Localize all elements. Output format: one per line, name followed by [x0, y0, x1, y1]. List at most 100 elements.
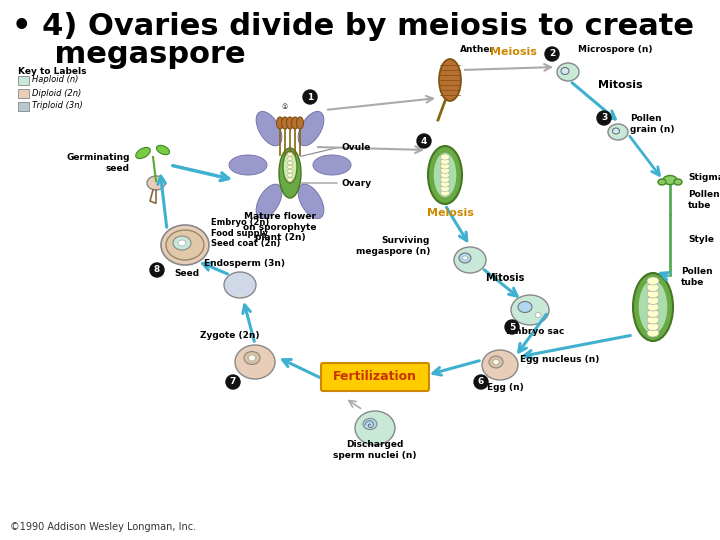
Text: ①: ① [282, 104, 288, 110]
Ellipse shape [608, 124, 628, 140]
FancyBboxPatch shape [18, 76, 29, 85]
Text: Egg (n): Egg (n) [487, 382, 523, 392]
Text: Style: Style [688, 235, 714, 245]
Text: Pollen
tube: Pollen tube [681, 267, 713, 287]
Text: 3: 3 [601, 113, 607, 123]
Ellipse shape [647, 322, 659, 330]
Ellipse shape [287, 117, 294, 129]
Text: Stigma: Stigma [688, 172, 720, 181]
Text: 4: 4 [420, 137, 427, 145]
Ellipse shape [298, 184, 324, 219]
Ellipse shape [428, 146, 462, 204]
Text: Egg nucleus (n): Egg nucleus (n) [520, 355, 599, 364]
Ellipse shape [178, 240, 186, 246]
Text: Germinating
seed: Germinating seed [66, 153, 130, 173]
FancyBboxPatch shape [18, 89, 29, 98]
Circle shape [505, 320, 519, 334]
Ellipse shape [297, 117, 304, 129]
Text: Endosperm (3n): Endosperm (3n) [204, 259, 286, 267]
Text: Pollen
tube: Pollen tube [688, 190, 719, 210]
Ellipse shape [173, 236, 191, 250]
Text: Anther: Anther [460, 45, 495, 55]
Ellipse shape [441, 190, 449, 196]
Ellipse shape [166, 230, 204, 260]
Ellipse shape [647, 329, 659, 337]
Ellipse shape [161, 225, 209, 265]
Ellipse shape [287, 178, 292, 181]
Ellipse shape [647, 290, 659, 298]
Ellipse shape [292, 117, 299, 129]
Text: Mitosis: Mitosis [485, 273, 525, 283]
Text: Mitosis: Mitosis [598, 80, 642, 90]
Ellipse shape [229, 155, 267, 175]
Text: Haploid (n): Haploid (n) [32, 76, 78, 84]
Ellipse shape [224, 272, 256, 298]
Text: 8: 8 [154, 266, 160, 274]
Ellipse shape [441, 181, 449, 187]
Ellipse shape [287, 157, 292, 160]
Text: 7: 7 [230, 377, 236, 387]
Text: Diploid (2n): Diploid (2n) [32, 89, 81, 98]
Ellipse shape [511, 295, 549, 325]
Circle shape [545, 47, 559, 61]
Ellipse shape [493, 360, 499, 365]
Text: Key to Labels: Key to Labels [18, 67, 86, 76]
Ellipse shape [462, 256, 467, 260]
Ellipse shape [674, 179, 682, 185]
Ellipse shape [638, 280, 668, 334]
Text: Meiosis: Meiosis [490, 47, 536, 57]
Ellipse shape [433, 152, 457, 198]
Ellipse shape [256, 111, 282, 146]
Ellipse shape [287, 161, 292, 165]
Text: Seed: Seed [174, 268, 199, 278]
Ellipse shape [633, 273, 673, 341]
Ellipse shape [454, 247, 486, 273]
Text: Microspore (n): Microspore (n) [578, 45, 652, 55]
Ellipse shape [647, 316, 659, 324]
Ellipse shape [287, 153, 292, 156]
Circle shape [417, 134, 431, 148]
Ellipse shape [441, 167, 449, 173]
Text: Embryo (2n)
Food supply
Seed coat (2n): Embryo (2n) Food supply Seed coat (2n) [211, 218, 280, 248]
Ellipse shape [156, 145, 170, 154]
Text: 6: 6 [478, 377, 484, 387]
FancyBboxPatch shape [18, 102, 29, 111]
Circle shape [597, 111, 611, 125]
Text: Pollen
grain (n): Pollen grain (n) [630, 114, 675, 134]
Ellipse shape [441, 154, 449, 160]
Circle shape [150, 263, 164, 277]
Ellipse shape [647, 303, 659, 311]
Ellipse shape [287, 174, 292, 177]
Ellipse shape [282, 117, 289, 129]
Ellipse shape [363, 418, 377, 429]
Ellipse shape [441, 163, 449, 169]
Ellipse shape [535, 313, 541, 318]
Text: Discharged
sperm nuclei (n): Discharged sperm nuclei (n) [333, 440, 417, 460]
Text: 5: 5 [509, 322, 515, 332]
Ellipse shape [276, 117, 284, 129]
Ellipse shape [647, 296, 659, 305]
Text: Ovule: Ovule [342, 143, 372, 152]
Ellipse shape [647, 277, 659, 285]
Ellipse shape [441, 177, 449, 183]
Ellipse shape [647, 284, 659, 292]
Circle shape [303, 90, 317, 104]
Text: Zygote (2n): Zygote (2n) [200, 332, 260, 341]
Text: Meiosis: Meiosis [426, 208, 474, 218]
Ellipse shape [313, 155, 351, 175]
Text: Mature flower
on sporophyte
plant (2n): Mature flower on sporophyte plant (2n) [243, 212, 317, 242]
Ellipse shape [441, 172, 449, 178]
Ellipse shape [441, 159, 449, 165]
Ellipse shape [287, 170, 292, 173]
Ellipse shape [658, 179, 666, 185]
Ellipse shape [135, 147, 150, 159]
Ellipse shape [256, 184, 282, 219]
FancyBboxPatch shape [321, 363, 429, 391]
Ellipse shape [235, 345, 275, 379]
Ellipse shape [482, 350, 518, 380]
Ellipse shape [557, 63, 579, 81]
Ellipse shape [518, 301, 532, 313]
Ellipse shape [459, 253, 471, 263]
Text: 1: 1 [307, 92, 313, 102]
Circle shape [226, 375, 240, 389]
